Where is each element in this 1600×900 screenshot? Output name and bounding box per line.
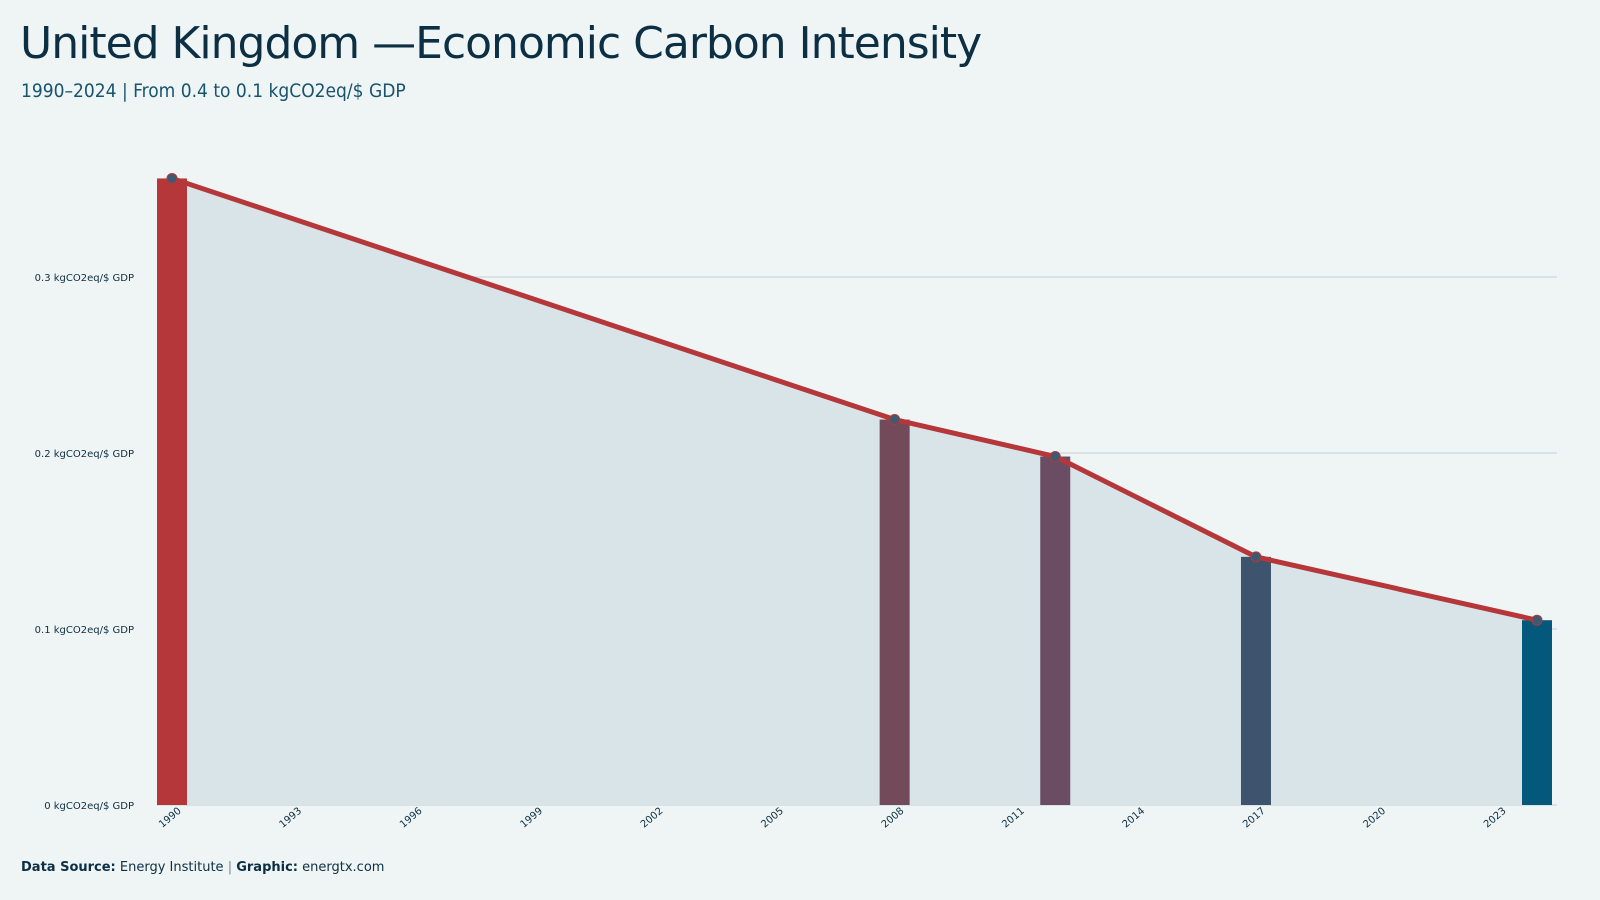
x-tick-label: 2014 [1121, 806, 1148, 831]
data-point-marker [1250, 551, 1262, 563]
x-tick-label: 2008 [880, 806, 907, 831]
data-point-marker [166, 172, 178, 184]
area-fill-layer [172, 178, 1537, 805]
bars-layer [157, 178, 1552, 805]
x-tick-label: 2005 [759, 806, 786, 831]
x-tick-label: 2002 [639, 806, 666, 831]
x-tick-label: 1993 [278, 806, 305, 831]
area-fill [172, 178, 1537, 805]
x-tick-label: 2011 [1000, 806, 1027, 831]
footer-separator: | [227, 860, 233, 875]
x-tick-label: 1999 [518, 806, 545, 831]
y-axis-ticks: 0 kgCO2eq/$ GDP 0.1 kgCO2eq/$ GDP 0.2 kgCO… [35, 273, 134, 812]
footer: Data Source: Energy Institute | Graphic:… [21, 860, 384, 875]
bar-2012 [1040, 456, 1071, 805]
chart-subtitle: 1990–2024 | From 0.4 to 0.1 kgCO2eq/$ GD… [21, 80, 406, 102]
bar-2008 [879, 419, 910, 805]
data-point-marker [1049, 451, 1061, 463]
graphic-label: Graphic: [236, 860, 298, 875]
data-point-marker [889, 414, 901, 426]
data-source-label: Data Source: [21, 860, 116, 875]
bar-2017 [1240, 556, 1271, 805]
x-tick-label: 1990 [157, 806, 184, 831]
x-tick-label: 2023 [1482, 806, 1509, 831]
y-tick-label: 0.1 kgCO2eq/$ GDP [35, 625, 134, 636]
bar-1990 [157, 178, 187, 805]
x-tick-label: 1996 [398, 806, 425, 831]
x-tick-label: 2020 [1362, 806, 1389, 831]
data-point-marker [1531, 614, 1543, 626]
graphic-value: energtx.com [302, 860, 385, 875]
data-source-value: Energy Institute [119, 860, 224, 875]
chart-title: United Kingdom —Economic Carbon Intensit… [20, 18, 982, 69]
x-tick-label: 2017 [1241, 806, 1268, 831]
bar-2024 [1522, 620, 1552, 805]
markers-layer [166, 172, 1543, 626]
y-tick-label: 0 kgCO2eq/$ GDP [44, 801, 134, 812]
y-tick-label: 0.2 kgCO2eq/$ GDP [35, 449, 134, 460]
x-axis-ticks: 1990 1993 1996 1999 2002 2005 2008 2011 2014 2017… [157, 806, 1508, 831]
y-tick-label: 0.3 kgCO2eq/$ GDP [35, 273, 134, 284]
